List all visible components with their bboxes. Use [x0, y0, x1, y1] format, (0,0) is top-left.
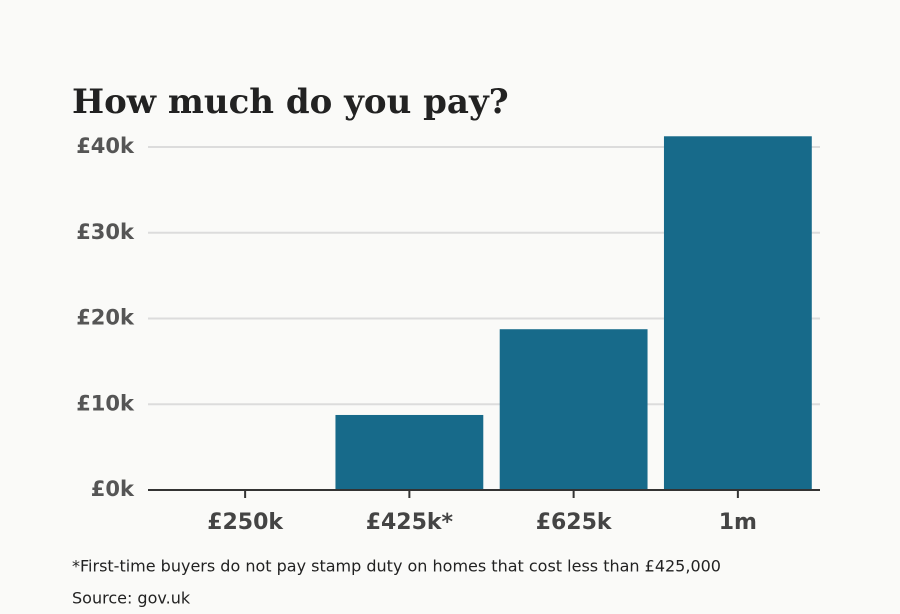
y-tick-label: £20k [76, 306, 135, 330]
y-tick-label: £10k [76, 391, 135, 415]
bar [663, 136, 812, 490]
x-tick-label: £425k* [366, 510, 454, 535]
source: Source: gov.uk [72, 589, 191, 608]
chart-title: How much do you pay? [72, 82, 509, 122]
x-tick-label: £250k [207, 510, 284, 535]
bar [335, 414, 484, 490]
x-tick-label: 1m [719, 510, 757, 535]
y-tick-label: £0k [91, 477, 135, 501]
y-tick-label: £30k [76, 220, 135, 244]
bar [499, 329, 648, 490]
x-tick-label: £625k [536, 510, 613, 535]
footnote: *First-time buyers do not pay stamp duty… [72, 557, 721, 576]
y-tick-label: £40k [76, 134, 135, 158]
